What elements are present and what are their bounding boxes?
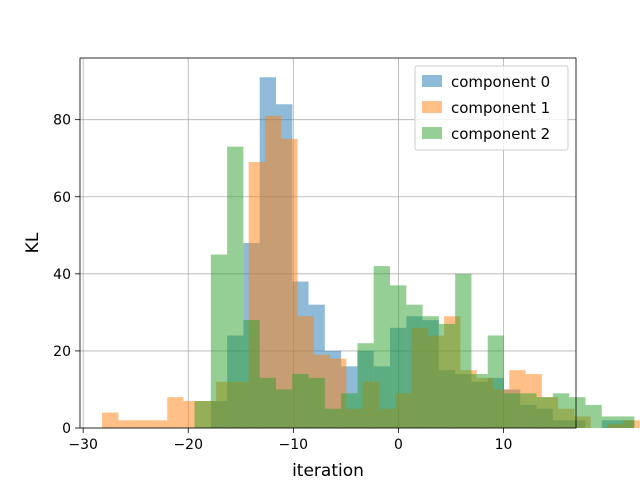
histogram-bar bbox=[134, 420, 151, 428]
histogram-bar bbox=[373, 266, 390, 428]
histogram-bar bbox=[243, 320, 260, 428]
histogram-bar bbox=[281, 138, 298, 428]
histogram-bar bbox=[569, 397, 586, 428]
histogram-bar bbox=[150, 420, 168, 428]
histogram-bar bbox=[438, 323, 456, 428]
y-tick-label: 40 bbox=[53, 267, 71, 283]
histogram-bar bbox=[210, 254, 228, 428]
axis-ticks: −30 −20 −10 0 10 0 20 40 60 80 bbox=[53, 113, 512, 453]
histogram-bar bbox=[324, 408, 342, 428]
histogram-bar bbox=[536, 397, 553, 428]
histogram-bar bbox=[292, 374, 309, 428]
histogram-bar bbox=[102, 412, 119, 428]
y-tick-label: 60 bbox=[53, 190, 71, 206]
y-tick-label: 0 bbox=[62, 421, 71, 437]
histogram-bar bbox=[259, 377, 276, 428]
x-tick-label: 10 bbox=[495, 437, 513, 453]
x-tick-label: −20 bbox=[173, 437, 203, 453]
histogram-bar bbox=[552, 393, 570, 428]
histogram-bar bbox=[341, 393, 358, 428]
histogram-bar bbox=[264, 115, 282, 428]
x-tick-label: −10 bbox=[279, 437, 309, 453]
plot-frame bbox=[79, 57, 577, 429]
histogram-bar bbox=[167, 397, 184, 428]
y-tick-label: 80 bbox=[53, 113, 71, 129]
histogram-bar bbox=[357, 343, 374, 428]
histogram-bar bbox=[487, 335, 505, 428]
y-tick-label: 20 bbox=[53, 344, 71, 360]
histogram-bar bbox=[520, 393, 537, 428]
histogram-bar bbox=[406, 304, 423, 428]
histogram-bar bbox=[422, 316, 439, 428]
legend-label: component 0 bbox=[451, 73, 550, 91]
x-tick-label: −30 bbox=[68, 437, 98, 453]
histogram-bar bbox=[275, 389, 293, 428]
histogram-bar bbox=[194, 401, 211, 428]
series-2-bars bbox=[194, 146, 635, 429]
x-axis-label: iteration bbox=[292, 461, 364, 480]
histogram-bar bbox=[585, 404, 602, 428]
legend-swatch bbox=[422, 101, 442, 113]
legend-swatch bbox=[422, 127, 442, 139]
legend-label: component 1 bbox=[451, 99, 550, 117]
histogram-bars bbox=[102, 77, 640, 429]
histogram-bar bbox=[471, 374, 488, 428]
legend: component 0 component 1 component 2 bbox=[414, 65, 569, 151]
histogram-bar bbox=[601, 416, 619, 428]
legend-box bbox=[414, 65, 569, 151]
histogram-bar bbox=[227, 146, 244, 429]
histogram-bar bbox=[390, 285, 407, 428]
histogram-bar bbox=[308, 377, 325, 428]
legend-label: component 2 bbox=[451, 125, 550, 143]
histogram-bar bbox=[504, 393, 521, 428]
legend-swatch bbox=[422, 75, 442, 87]
x-tick-label: 0 bbox=[394, 437, 403, 453]
histogram-bar bbox=[118, 420, 135, 428]
histogram-bar bbox=[618, 416, 635, 428]
y-axis-label: KL bbox=[23, 232, 43, 253]
histogram-bar bbox=[455, 273, 472, 428]
